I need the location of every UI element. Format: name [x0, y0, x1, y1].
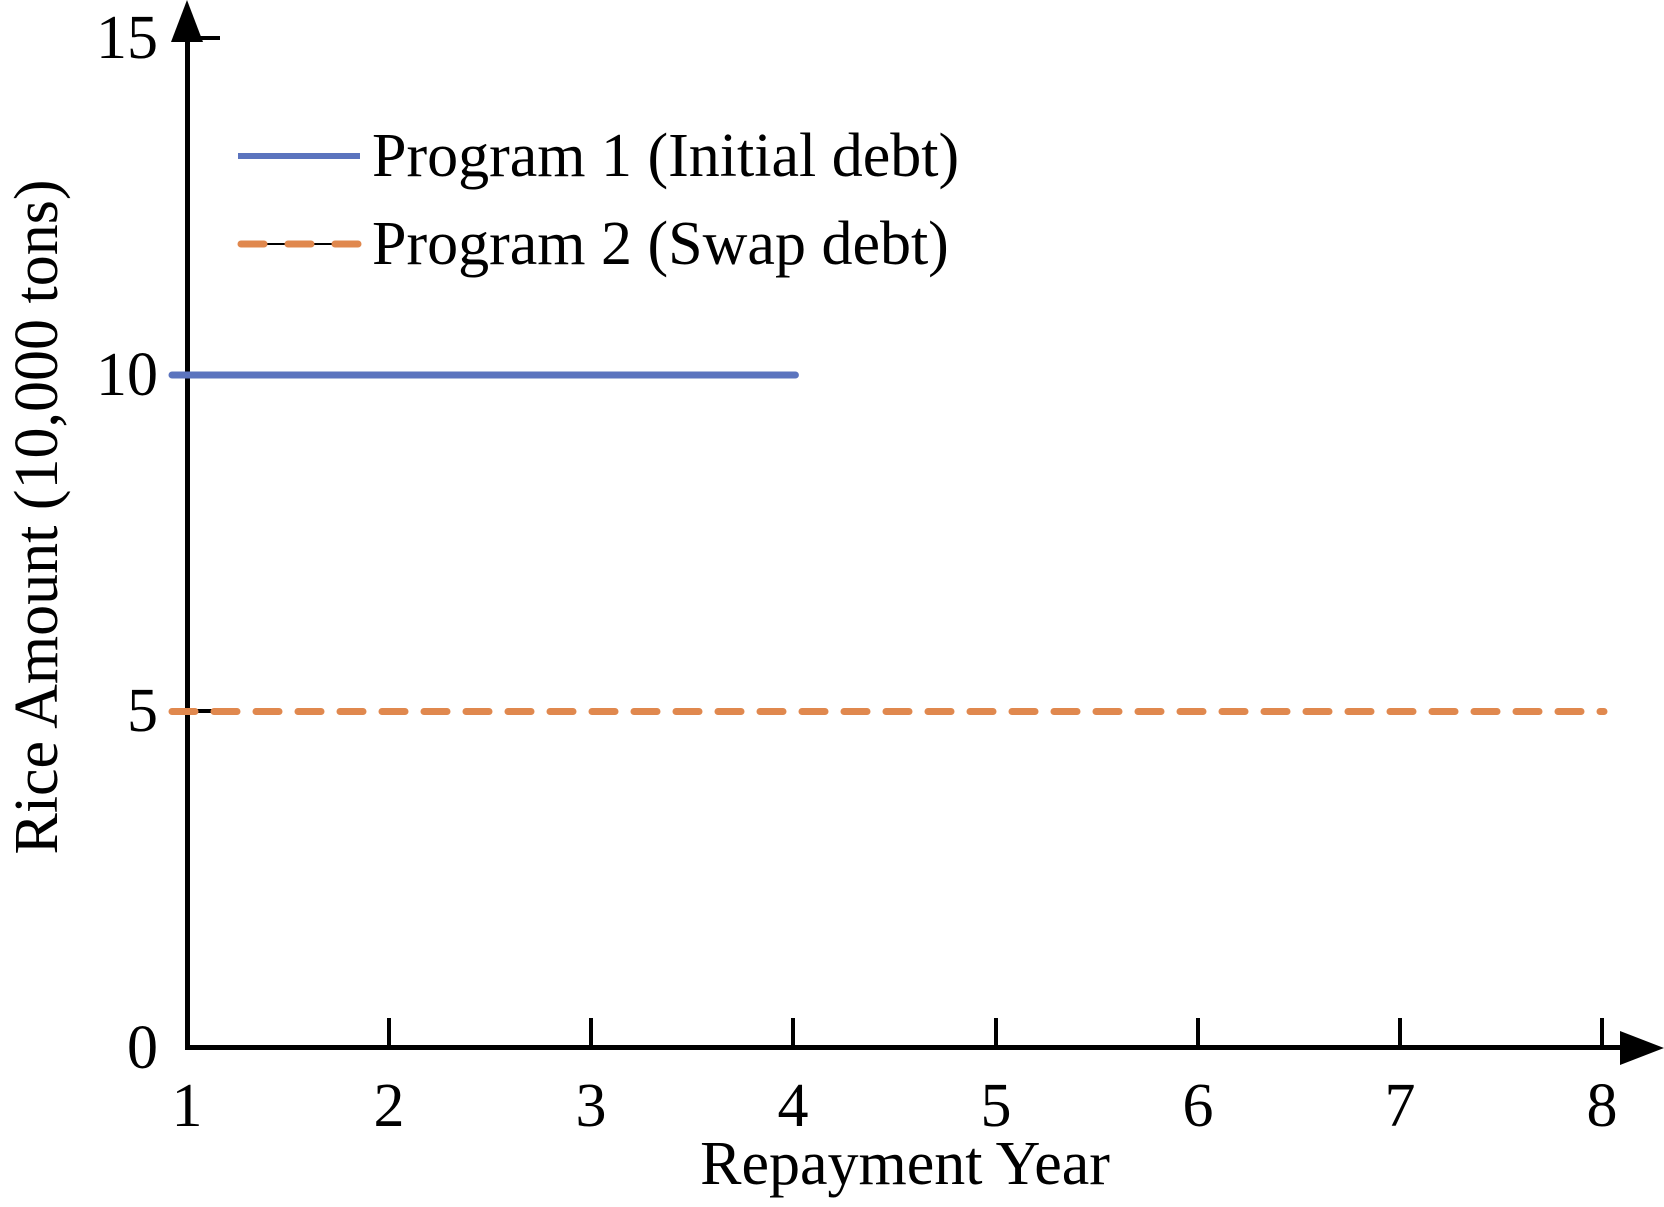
x-tick-mark — [387, 1018, 391, 1046]
legend-swatch-solid — [238, 153, 360, 159]
x-tick-mark — [589, 1018, 593, 1046]
x-tick-label: 3 — [575, 1072, 607, 1140]
legend-swatch-dashed — [237, 240, 362, 248]
x-tick-label: 6 — [1182, 1072, 1214, 1140]
legend-item: Program 2 (Swap debt) — [236, 206, 949, 282]
x-tick-label: 7 — [1384, 1072, 1416, 1140]
y-axis-line — [185, 26, 190, 1050]
x-tick-label: 5 — [980, 1072, 1012, 1140]
arrow-right-icon — [1620, 1031, 1664, 1065]
y-tick-label: 15 — [96, 4, 158, 72]
x-tick-mark — [791, 1018, 795, 1046]
y-axis-title: Rice Amount (10,000 tons) — [3, 179, 71, 855]
x-tick-label: 4 — [777, 1072, 809, 1140]
y-tick-mark — [190, 709, 220, 713]
x-axis-title: Repayment Year — [700, 1130, 1110, 1198]
arrow-up-icon — [171, 0, 203, 42]
x-tick-label: 1 — [171, 1072, 203, 1140]
x-tick-mark — [1398, 1018, 1402, 1046]
legend-item: Program 1 (Initial debt) — [236, 118, 959, 194]
x-tick-mark — [1600, 1018, 1604, 1046]
x-tick-mark — [1196, 1018, 1200, 1046]
x-axis-line — [185, 1045, 1632, 1050]
y-tick-label: 0 — [127, 1014, 158, 1082]
x-tick-mark — [994, 1018, 998, 1046]
legend-label: Program 1 (Initial debt) — [372, 122, 960, 190]
legend-label: Program 2 (Swap debt) — [372, 210, 949, 278]
y-tick-mark — [190, 36, 220, 40]
y-tick-label: 5 — [127, 677, 158, 745]
y-tick-label: 10 — [96, 341, 158, 409]
x-tick-label: 2 — [373, 1072, 405, 1140]
x-tick-label: 8 — [1586, 1072, 1618, 1140]
y-tick-mark — [190, 373, 220, 377]
